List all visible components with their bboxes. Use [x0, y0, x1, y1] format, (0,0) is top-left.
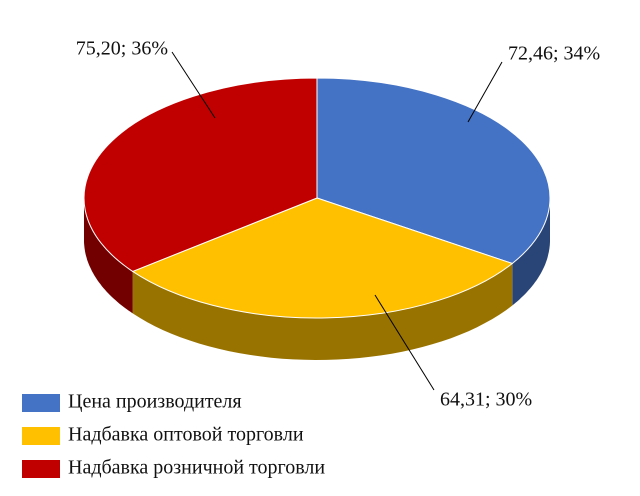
leader-line: [171, 51, 216, 119]
pie-side: [132, 263, 513, 360]
data-label: 72,46; 34%: [508, 43, 600, 65]
pie-side: [84, 198, 133, 314]
pie-side: [512, 198, 550, 306]
leader-line: [374, 294, 435, 391]
legend-label: Цена производителя: [68, 391, 242, 413]
legend-swatch: [22, 394, 60, 412]
legend-swatch: [22, 460, 60, 478]
pie-slice: [83, 77, 318, 272]
legend-label: Надбавка оптовой торговли: [68, 424, 304, 446]
leader-line: [467, 61, 503, 123]
pie-slice: [131, 197, 514, 319]
legend-swatch: [22, 427, 60, 445]
data-label: 75,20; 36%: [76, 38, 168, 60]
data-label: 64,31; 30%: [440, 389, 532, 411]
legend-label: Надбавка розничной торговли: [68, 457, 325, 479]
